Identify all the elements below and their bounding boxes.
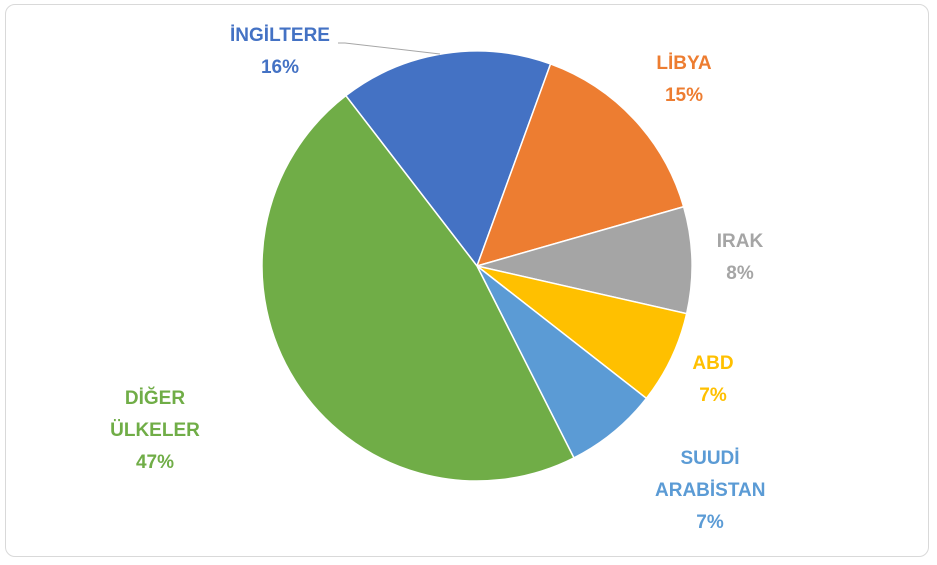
category-label: LİBYA <box>656 53 712 74</box>
data-label: IRAK 8% <box>700 226 780 290</box>
value-label: 8% <box>726 263 754 284</box>
value-label: 15% <box>664 85 704 106</box>
pie-slice <box>344 50 552 268</box>
category-label: İNGİLTERE <box>230 25 330 46</box>
value-label: 47% <box>135 452 175 473</box>
leader-line <box>338 42 441 55</box>
category-label: SUUDİ ARABİSTAN <box>655 448 766 501</box>
value-label: 7% <box>696 512 724 533</box>
pie-slice <box>475 63 685 268</box>
data-label: İNGİLTERE 16% <box>200 20 360 84</box>
data-label: LİBYA 15% <box>624 48 744 112</box>
category-label: DİĞER ÜLKELER <box>110 388 200 441</box>
data-label: SUUDİ ARABİSTAN 7% <box>655 443 765 539</box>
pie-slice <box>476 205 693 315</box>
pie-slice <box>261 94 575 482</box>
value-label: 16% <box>260 57 300 78</box>
chart-frame <box>5 4 929 557</box>
value-label: 7% <box>699 385 727 406</box>
category-label: IRAK <box>716 231 764 252</box>
data-label: DİĞER ÜLKELER 47% <box>100 383 210 479</box>
data-label: ABD 7% <box>673 348 753 412</box>
category-label: ABD <box>692 353 734 374</box>
